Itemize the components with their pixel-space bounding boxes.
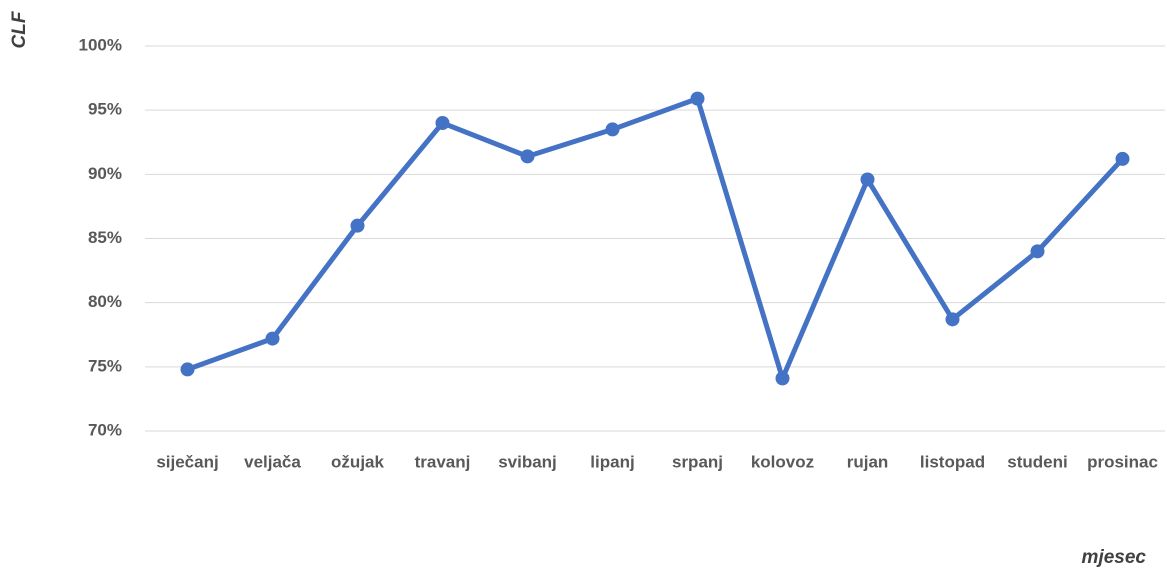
marker (1115, 151, 1130, 166)
line (186, 96, 1125, 381)
marker (945, 312, 960, 327)
x-tick-label: ožujak (331, 452, 384, 471)
y-tick-label: 85% (88, 228, 122, 247)
x-tick-label: listopad (920, 452, 985, 471)
x-tick-label: srpanj (672, 452, 723, 471)
marker (860, 172, 875, 187)
x-tick-label: travanj (415, 452, 471, 471)
marker (180, 362, 195, 377)
y-axis-label: CLF (9, 10, 30, 48)
marker (605, 122, 620, 137)
marker (1030, 244, 1045, 259)
x-tick-label: studeni (1007, 452, 1067, 471)
marker (435, 116, 450, 130)
marker (520, 149, 535, 164)
marker (350, 218, 365, 233)
y-tick-label: 70% (88, 420, 122, 439)
y-tick-label: 95% (88, 100, 122, 119)
marker (265, 331, 280, 346)
x-tick-label: lipanj (590, 452, 634, 471)
x-tick-label: kolovoz (751, 452, 814, 471)
x-tick-label: veljača (244, 452, 301, 471)
x-tick-label: rujan (847, 452, 889, 471)
y-tick-label: 75% (88, 356, 122, 375)
y-tick-label: 80% (88, 292, 122, 311)
marker (690, 91, 705, 106)
marker (775, 371, 790, 386)
y-tick-label: 90% (88, 164, 122, 183)
x-tick-label: prosinac (1087, 452, 1158, 471)
x-tick-label: siječanj (156, 452, 218, 471)
y-tick-label: 100% (79, 35, 122, 54)
x-axis-label: mjesec (1082, 547, 1147, 568)
x-tick-label: svibanj (498, 452, 557, 471)
